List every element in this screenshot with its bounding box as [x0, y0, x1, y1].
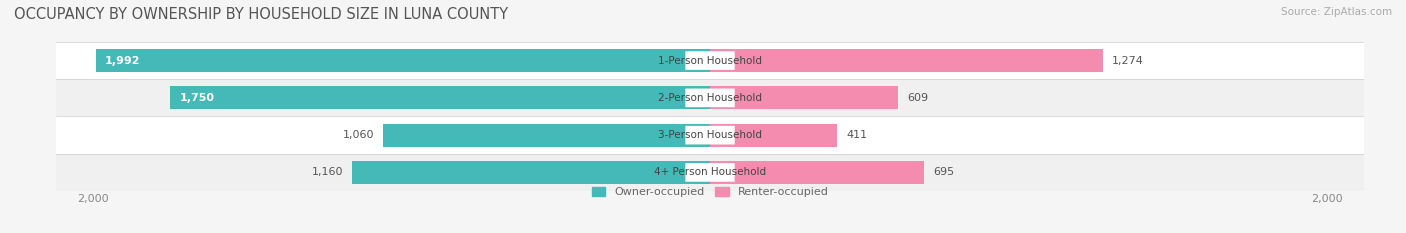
Text: 2-Person Household: 2-Person Household: [658, 93, 762, 103]
Text: 1,060: 1,060: [343, 130, 374, 140]
FancyBboxPatch shape: [685, 89, 735, 107]
Text: 1,750: 1,750: [180, 93, 215, 103]
Text: 411: 411: [846, 130, 868, 140]
Bar: [710, 161, 924, 184]
Text: 3-Person Household: 3-Person Household: [658, 130, 762, 140]
Bar: [710, 123, 837, 147]
Text: 1,992: 1,992: [105, 56, 141, 65]
Text: 609: 609: [907, 93, 928, 103]
FancyBboxPatch shape: [685, 126, 735, 144]
Legend: Owner-occupied, Renter-occupied: Owner-occupied, Renter-occupied: [592, 187, 828, 197]
Text: 1,274: 1,274: [1112, 56, 1144, 65]
Text: OCCUPANCY BY OWNERSHIP BY HOUSEHOLD SIZE IN LUNA COUNTY: OCCUPANCY BY OWNERSHIP BY HOUSEHOLD SIZE…: [14, 7, 508, 22]
FancyBboxPatch shape: [56, 116, 1364, 154]
FancyBboxPatch shape: [685, 163, 735, 182]
Bar: [353, 161, 710, 184]
Text: Source: ZipAtlas.com: Source: ZipAtlas.com: [1281, 7, 1392, 17]
Bar: [710, 49, 1102, 72]
Bar: [382, 123, 710, 147]
Text: 695: 695: [934, 168, 955, 177]
FancyBboxPatch shape: [685, 51, 735, 70]
Text: 1-Person Household: 1-Person Household: [658, 56, 762, 65]
Bar: [96, 49, 710, 72]
Bar: [710, 86, 898, 110]
Bar: [170, 86, 710, 110]
Text: 4+ Person Household: 4+ Person Household: [654, 168, 766, 177]
FancyBboxPatch shape: [56, 42, 1364, 79]
FancyBboxPatch shape: [56, 79, 1364, 116]
FancyBboxPatch shape: [56, 154, 1364, 191]
Text: 1,160: 1,160: [312, 168, 343, 177]
